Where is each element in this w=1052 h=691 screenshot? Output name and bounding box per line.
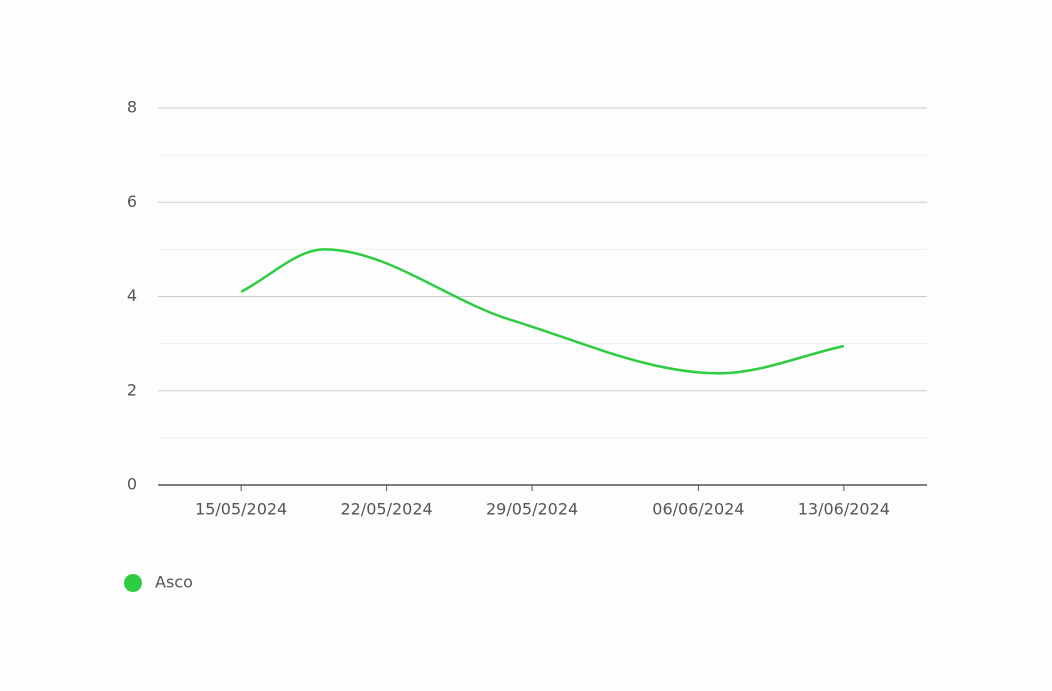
x-tick-label: 06/06/2024 — [652, 500, 744, 519]
legend-label: Asco — [155, 573, 193, 592]
y-tick-label: 2 — [127, 380, 137, 399]
y-tick-label: 6 — [127, 192, 137, 211]
x-tick-label: 29/05/2024 — [486, 500, 578, 519]
x-tick-label: 22/05/2024 — [341, 500, 433, 519]
y-tick-label: 4 — [127, 286, 137, 305]
y-tick-label: 0 — [127, 475, 137, 494]
y-tick-label: 8 — [127, 98, 137, 117]
x-tick-label: 13/06/2024 — [798, 500, 890, 519]
legend-marker — [124, 574, 142, 592]
series-line — [240, 248, 845, 375]
x-tick-label: 15/05/2024 — [195, 500, 287, 519]
